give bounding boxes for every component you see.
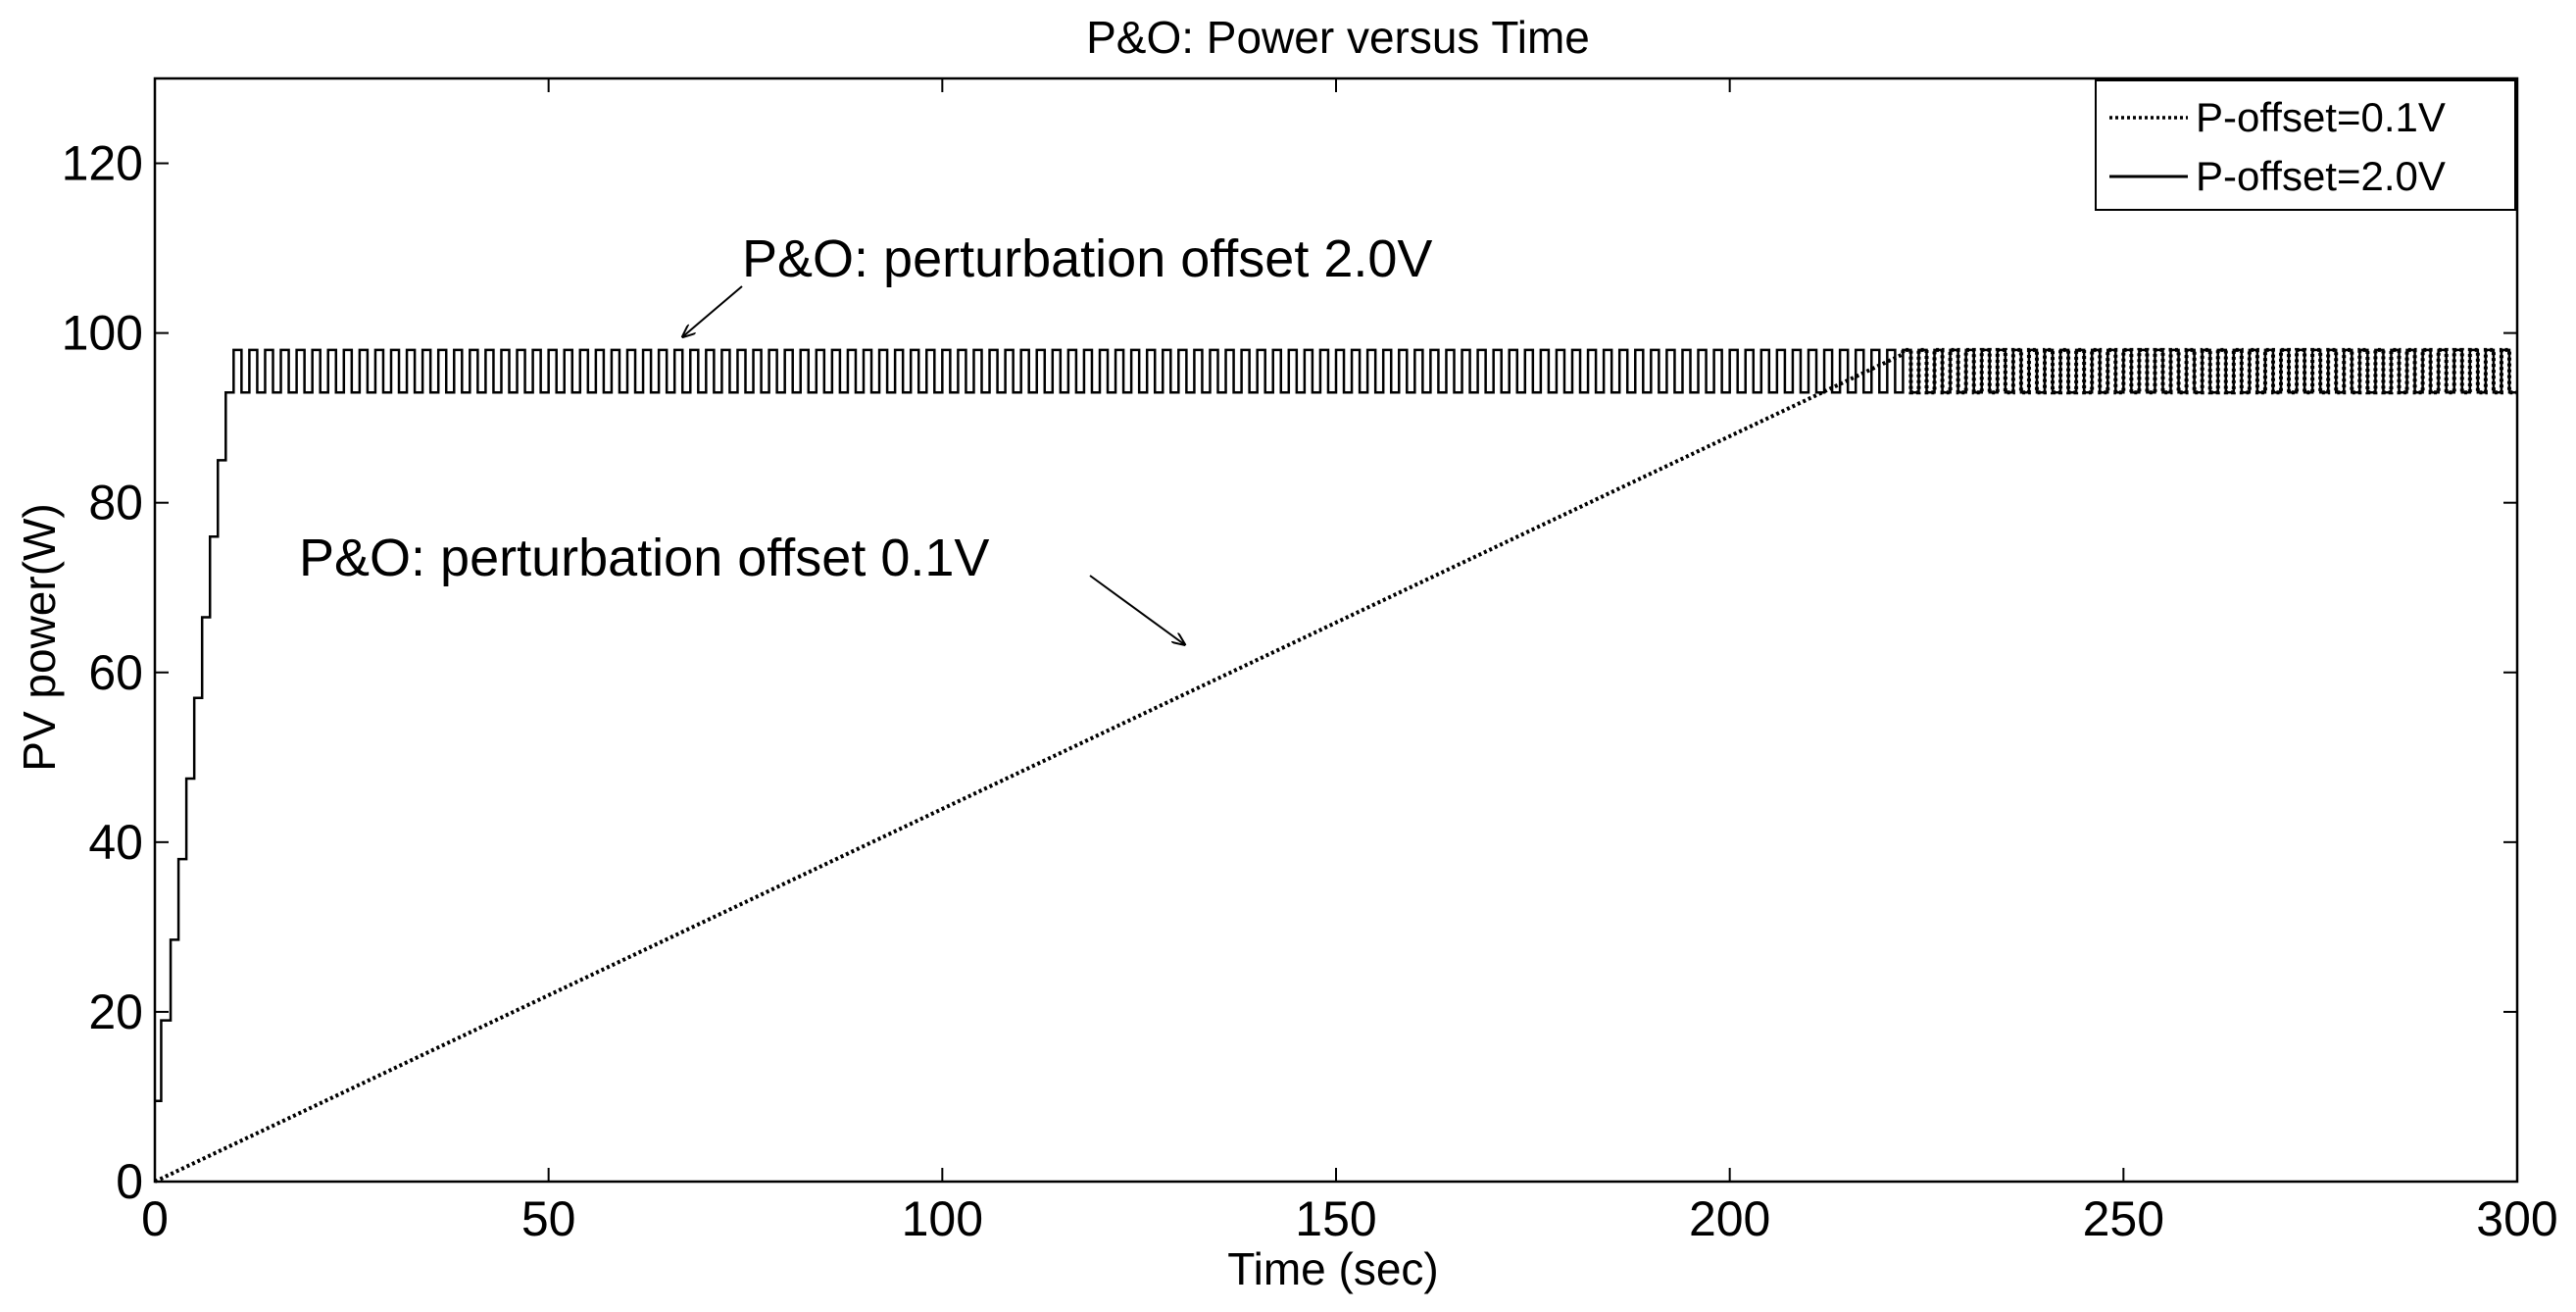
x-tick-label: 200 bbox=[1689, 1191, 1770, 1246]
x-tick-label: 300 bbox=[2476, 1191, 2557, 1246]
y-tick-label: 80 bbox=[88, 476, 143, 530]
y-tick-label: 120 bbox=[62, 136, 143, 191]
x-axis-label: Time (sec) bbox=[1227, 1243, 1439, 1294]
plot-area bbox=[153, 76, 2519, 1184]
axis-ticks: 0 50 100 150 200 250 300 0 20 40 60 80 100 120 bbox=[62, 78, 2558, 1246]
y-tick-label: 60 bbox=[88, 645, 143, 700]
x-tick-label: 0 bbox=[141, 1191, 169, 1246]
series-line-p-offset-2v bbox=[155, 348, 2517, 1103]
annotation-offset-0-1v: P&O: perturbation offset 0.1V bbox=[299, 529, 989, 587]
x-tick-label: 50 bbox=[521, 1191, 576, 1246]
y-tick-label: 100 bbox=[62, 306, 143, 361]
series-line-p-offset-0-1v bbox=[154, 347, 2517, 1184]
x-tick-label: 250 bbox=[2083, 1191, 2164, 1246]
annotation-offset-0-1v-arrow bbox=[1089, 575, 1184, 644]
chart-title: P&O: Power versus Time bbox=[1086, 12, 1590, 63]
y-tick-label: 40 bbox=[88, 815, 143, 870]
y-tick-label: 0 bbox=[116, 1154, 143, 1209]
y-tick-label: 20 bbox=[88, 984, 143, 1039]
series-group bbox=[154, 347, 2517, 1184]
annotation-offset-2v-arrow bbox=[683, 285, 743, 336]
legend-label-0-1v: P-offset=0.1V bbox=[2196, 94, 2446, 140]
annotation-offset-2v: P&O: perturbation offset 2.0V bbox=[742, 229, 1432, 288]
legend-label-2v: P-offset=2.0V bbox=[2196, 153, 2446, 199]
y-axis-label: PV power(W) bbox=[14, 503, 65, 771]
legend: P-offset=0.1V P-offset=2.0V bbox=[2095, 79, 2516, 211]
x-tick-label: 150 bbox=[1295, 1191, 1376, 1246]
legend-box bbox=[2095, 79, 2516, 211]
x-tick-label: 100 bbox=[902, 1191, 983, 1246]
